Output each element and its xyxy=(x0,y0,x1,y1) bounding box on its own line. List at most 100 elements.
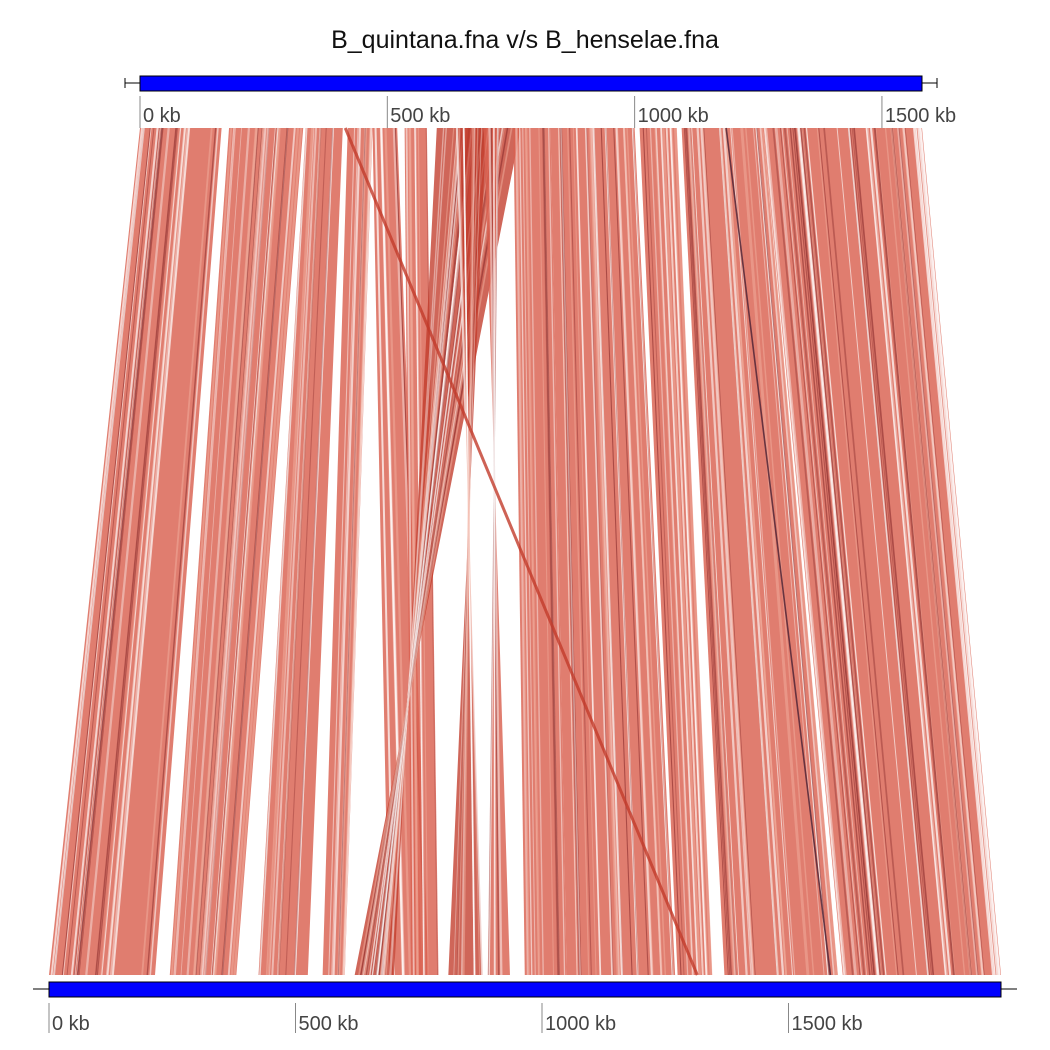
alignment-strand xyxy=(74,127,161,976)
alignment-strand xyxy=(687,127,736,976)
alignment-strand xyxy=(277,127,322,976)
alignment-strand xyxy=(662,127,702,976)
alignment-strand xyxy=(901,127,984,976)
alignment-strand xyxy=(462,127,475,976)
alignment-strand xyxy=(358,127,513,976)
alignment-strand xyxy=(873,127,955,976)
alignment-strand xyxy=(107,127,187,976)
alignment-strand xyxy=(902,127,983,976)
alignment-strand xyxy=(101,127,182,976)
tick-label: 0 kb xyxy=(52,1013,90,1035)
alignment-strand xyxy=(199,127,263,976)
alignment-strand xyxy=(756,127,830,976)
tick-label: 1000 kb xyxy=(638,105,709,127)
alignment-ribbon xyxy=(354,128,521,975)
alignment-strand xyxy=(294,127,335,976)
alignment-strand xyxy=(759,127,835,976)
alignment-strand xyxy=(61,127,151,976)
tick-label: 1000 kb xyxy=(545,1013,616,1035)
alignment-strand xyxy=(798,127,880,976)
alignment-strand xyxy=(905,127,985,976)
alignment-strand xyxy=(529,127,544,976)
inverted-match-line xyxy=(343,127,699,976)
alignment-strand xyxy=(600,127,633,976)
alignment-strand xyxy=(586,127,614,976)
alignment-strand xyxy=(516,127,530,976)
alignment-strand xyxy=(379,127,467,976)
tick-label: 0 kb xyxy=(143,105,181,127)
alignment-strand xyxy=(865,127,947,976)
alignment-strand xyxy=(390,127,445,976)
alignment-strand xyxy=(62,127,152,976)
tick-label: 1500 kb xyxy=(792,1013,863,1035)
alignment-strand xyxy=(669,127,707,976)
alignment-strand xyxy=(50,127,143,976)
alignment-strand xyxy=(666,127,704,976)
alignment-strand xyxy=(384,127,412,976)
alignment-strand xyxy=(684,127,731,976)
alignment-strand xyxy=(170,127,233,976)
alignment-strand xyxy=(203,127,270,976)
alignment-strand xyxy=(683,127,729,976)
alignment-strand xyxy=(847,127,929,976)
alignment-strand xyxy=(700,127,752,976)
alignment-strand xyxy=(745,127,815,976)
alignment-strand xyxy=(525,127,540,976)
alignment-strand xyxy=(890,127,973,976)
alignment-strand xyxy=(388,127,447,976)
alignment-strand xyxy=(797,127,879,976)
alignment-strand xyxy=(180,127,242,976)
alignment-strand xyxy=(542,127,559,976)
alignment-strand xyxy=(919,127,1001,976)
alignment-strand xyxy=(76,127,163,976)
alignment-strand xyxy=(265,127,313,976)
alignment-strand xyxy=(731,127,796,976)
alignment-strand xyxy=(337,127,366,976)
top-genome-ticks: 0 kb 500 kb 1000 kb 1500 kb xyxy=(139,96,956,128)
alignment-strand xyxy=(488,127,499,976)
alignment-strand xyxy=(105,127,186,976)
alignment-strand xyxy=(786,127,868,976)
alignment-strand xyxy=(76,127,163,976)
alignment-strand xyxy=(375,127,476,976)
alignment-strand xyxy=(518,127,533,976)
alignment-strand xyxy=(173,127,235,976)
alignment-strand xyxy=(107,127,186,976)
alignment-block xyxy=(169,127,304,976)
alignment-strand xyxy=(267,127,314,976)
alignment-strand xyxy=(685,127,732,976)
alignment-strand xyxy=(557,127,578,976)
alignment-strand xyxy=(269,127,315,976)
alignment-block xyxy=(763,127,1001,976)
alignment-strand xyxy=(375,127,476,976)
alignment-block xyxy=(322,127,373,976)
alignment-strand xyxy=(874,127,955,976)
alignment-strand xyxy=(649,127,689,976)
alignment-strand xyxy=(631,127,673,976)
alignment-strand xyxy=(233,127,303,976)
alignment-strand xyxy=(141,127,213,976)
alignment-strand xyxy=(542,127,560,976)
alignment-strand xyxy=(896,127,979,976)
alignment-ribbon xyxy=(169,128,304,975)
alignment-strand xyxy=(377,127,473,976)
alignment-strand xyxy=(94,127,177,976)
alignment-strand xyxy=(198,127,264,976)
alignment-strand xyxy=(149,127,219,976)
alignment-strand xyxy=(836,127,917,976)
alignment-strand xyxy=(917,127,998,976)
alignment-strand xyxy=(211,127,277,976)
alignment-strand xyxy=(95,127,177,976)
page-title: B_quintana.fna v/s B_henselae.fna xyxy=(331,26,719,54)
tick-label: 500 kb xyxy=(390,105,450,127)
alignment-strand xyxy=(701,127,754,976)
alignment-strand xyxy=(227,127,296,976)
alignment-strand xyxy=(200,127,266,976)
tick-label: 500 kb xyxy=(299,1013,359,1035)
alignment-strand xyxy=(66,127,155,976)
alignment-strand xyxy=(146,127,217,976)
alignment-strand xyxy=(789,127,871,976)
alignment-ribbon xyxy=(483,128,510,975)
alignment-strand xyxy=(914,127,996,976)
